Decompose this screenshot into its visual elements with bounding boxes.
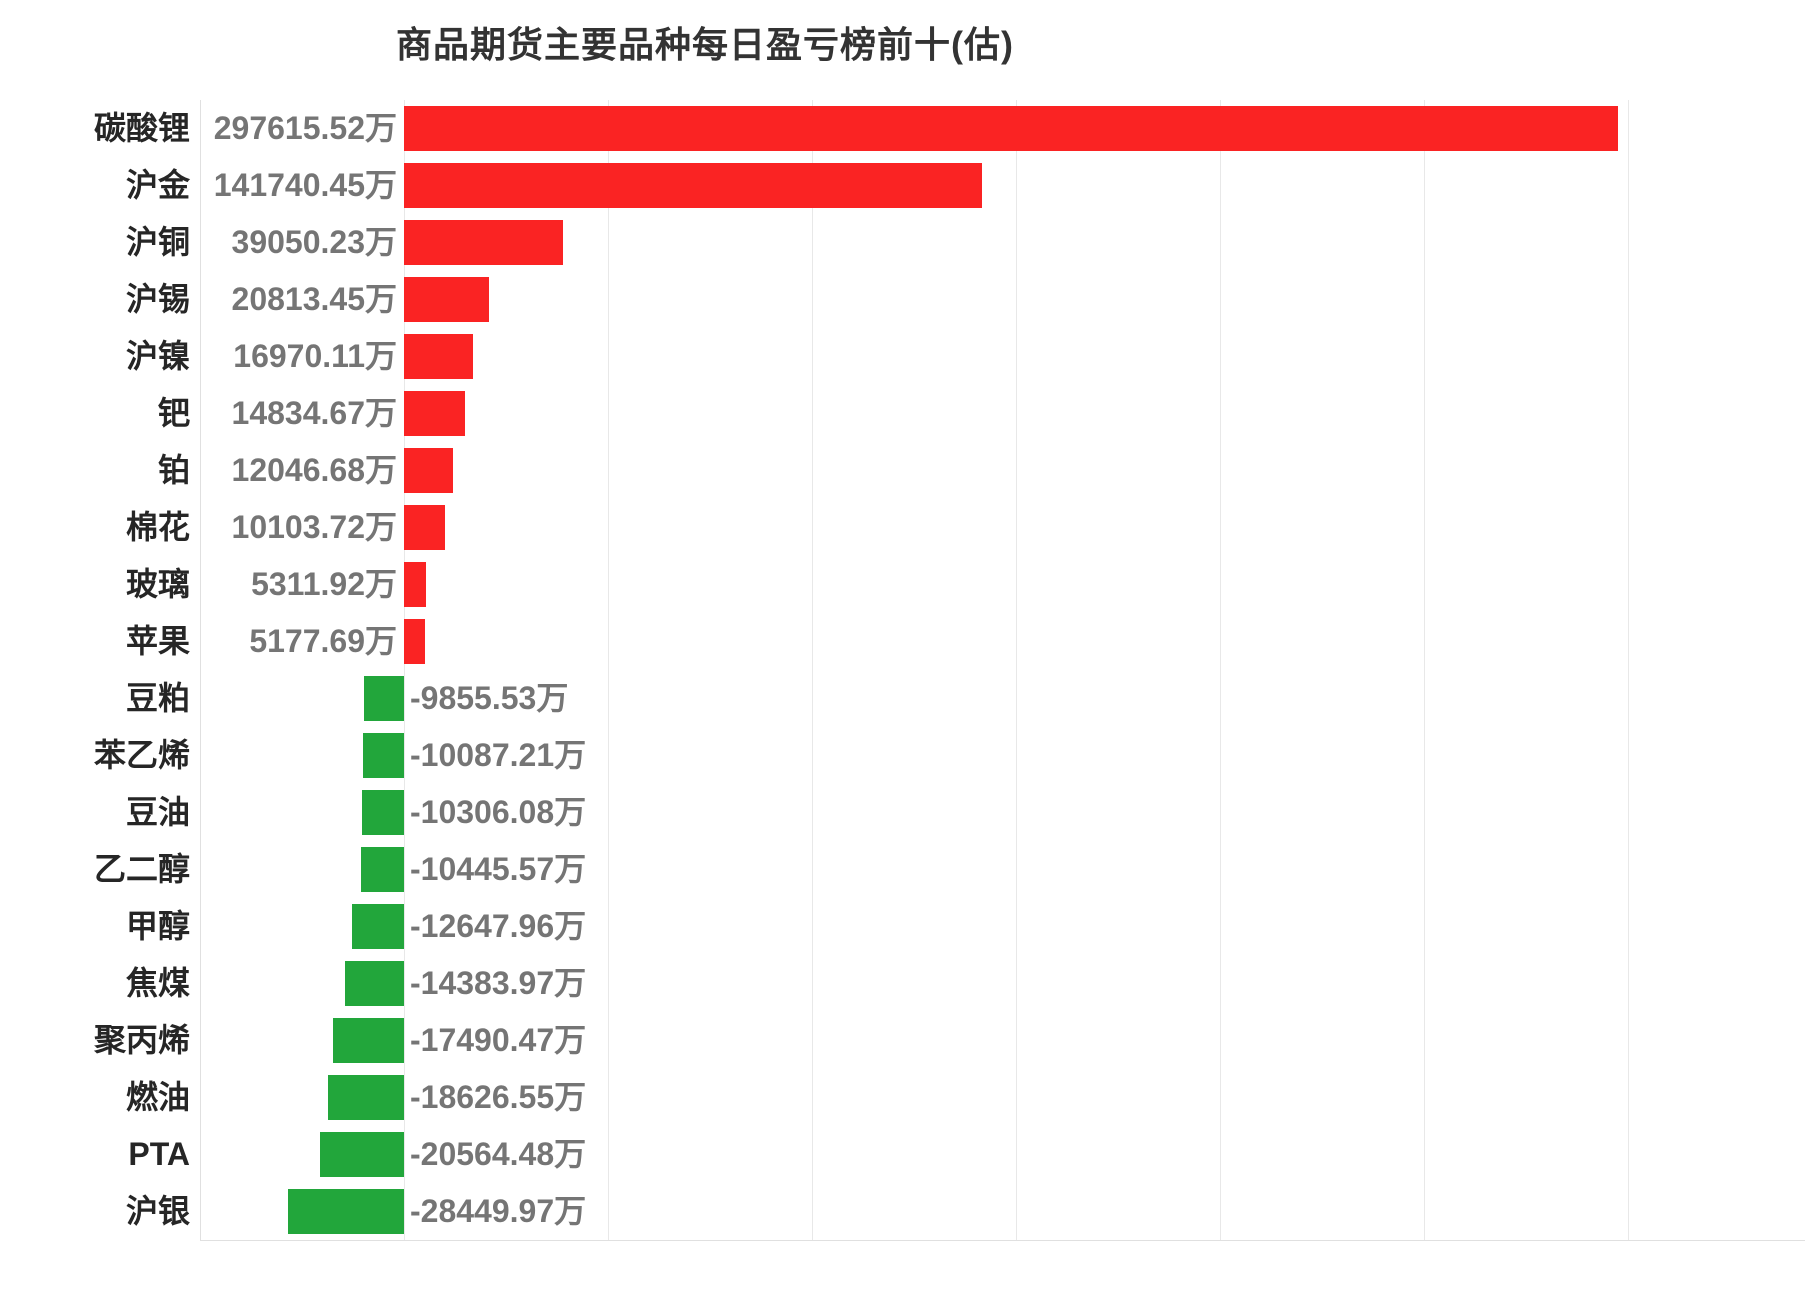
positive-bar[interactable] [404,220,563,265]
category-label: 燃油 [125,1079,190,1115]
value-label: -14383.97万 [410,965,587,1001]
category-label: 沪金 [125,167,190,203]
bar-row: 钯 14834.67万 [0,385,1805,442]
category-label: 豆粕 [125,680,190,716]
bar-row: 沪锡 20813.45万 [0,271,1805,328]
bar-row: 棉花 10103.72万 [0,499,1805,556]
positive-bar[interactable] [404,505,445,550]
category-label: 沪镍 [125,338,190,374]
value-label: -9855.53万 [410,680,569,716]
bar-row: 苹果 5177.69万 [0,613,1805,670]
bar-rows: 碳酸锂 297615.52万 沪金 141740.45万 沪铜 39050.23万沪锡 20… [0,100,1805,1240]
negative-bar[interactable] [361,847,404,892]
bar-row: 沪铜 39050.23万 [0,214,1805,271]
bar-row: PTA -20564.48万 [0,1126,1805,1183]
x-gridline [404,100,405,1240]
value-label: 14834.67万 [231,395,397,431]
negative-bar[interactable] [364,676,404,721]
positive-bar[interactable] [404,106,1618,151]
chart-title: 商品期货主要品种每日盈亏榜前十(估) [396,24,1014,65]
category-label: 沪铜 [125,224,190,260]
value-label: 20813.45万 [231,281,397,317]
category-label: 豆油 [125,794,190,830]
value-label: -10087.21万 [410,737,587,773]
category-label: 乙二醇 [93,851,190,887]
category-label: 棉花 [125,509,190,545]
positive-bar[interactable] [404,448,453,493]
category-label: 碳酸锂 [93,110,190,146]
bar-row: 沪镍 16970.11万 [0,328,1805,385]
category-label: 钯 [157,395,190,431]
x-gridline [608,100,609,1240]
category-label: 铂 [157,452,190,488]
x-gridline [1628,100,1629,1240]
negative-bar[interactable] [328,1075,404,1120]
bar-row: 碳酸锂 297615.52万 [0,100,1805,157]
bar-row: 乙二醇 -10445.57万 [0,841,1805,898]
value-label: 39050.23万 [231,224,397,260]
bar-row: 玻璃 5311.92万 [0,556,1805,613]
bar-row: 沪银 -28449.97万 [0,1183,1805,1240]
negative-bar[interactable] [362,790,404,835]
bar-row: 豆粕 -9855.53万 [0,670,1805,727]
value-label: -28449.97万 [410,1193,587,1229]
negative-bar[interactable] [288,1189,404,1234]
category-label: 甲醇 [125,908,190,944]
positive-bar[interactable] [404,391,465,436]
bar-row: 铂 12046.68万 [0,442,1805,499]
x-gridline [1016,100,1017,1240]
negative-bar[interactable] [352,904,404,949]
category-label: PTA [128,1136,190,1172]
value-label: 5177.69万 [249,623,397,659]
x-gridline [1220,100,1221,1240]
positive-bar[interactable] [404,619,425,664]
category-label: 苹果 [125,623,190,659]
category-label: 沪锡 [125,281,190,317]
bar-row: 甲醇 -12647.96万 [0,898,1805,955]
positive-bar[interactable] [404,277,489,322]
bar-row: 豆油 -10306.08万 [0,784,1805,841]
plot-area [200,100,1805,1241]
value-label: -10445.57万 [410,851,587,887]
positive-bar[interactable] [404,334,473,379]
negative-bar[interactable] [320,1132,404,1177]
value-label: -20564.48万 [410,1136,587,1172]
category-label: 聚丙烯 [93,1022,190,1058]
value-label: -10306.08万 [410,794,587,830]
x-gridline [812,100,813,1240]
bar-row: 沪金 141740.45万 [0,157,1805,214]
value-label: 10103.72万 [231,509,397,545]
category-label: 沪银 [125,1193,190,1229]
bar-row: 焦煤 -14383.97万 [0,955,1805,1012]
x-gridline [1424,100,1425,1240]
category-label: 玻璃 [125,566,190,602]
category-label: 苯乙烯 [93,737,190,773]
value-label: 297615.52万 [213,110,397,146]
positive-bar[interactable] [404,163,982,208]
value-label: 12046.68万 [231,452,397,488]
value-label: 5311.92万 [251,566,397,602]
bar-row: 聚丙烯 -17490.47万 [0,1012,1805,1069]
value-label: -18626.55万 [410,1079,587,1115]
bar-row: 燃油 -18626.55万 [0,1069,1805,1126]
negative-bar[interactable] [363,733,404,778]
negative-bar[interactable] [333,1018,404,1063]
category-label: 焦煤 [125,965,190,1001]
negative-bar[interactable] [345,961,404,1006]
value-label: -12647.96万 [410,908,587,944]
value-label: 16970.11万 [233,338,397,374]
value-label: 141740.45万 [213,167,397,203]
positive-bar[interactable] [404,562,426,607]
value-label: -17490.47万 [410,1022,587,1058]
bar-row: 苯乙烯 -10087.21万 [0,727,1805,784]
